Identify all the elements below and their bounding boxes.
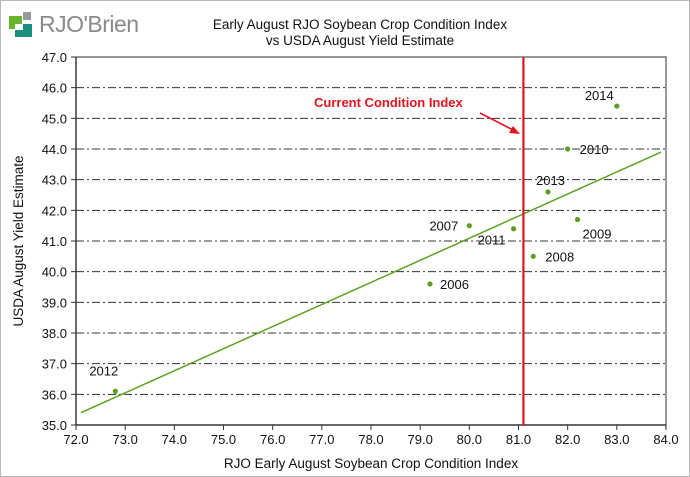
y-tick-label: 37.0 — [42, 357, 67, 372]
data-point — [427, 281, 433, 287]
chart-title: Early August RJO Soybean Crop Condition … — [180, 17, 540, 49]
y-tick-label: 40.0 — [42, 265, 67, 280]
x-tick-label: 75.0 — [211, 432, 236, 447]
data-label: 2011 — [478, 233, 506, 248]
y-tick-label: 39.0 — [42, 295, 67, 310]
y-tick-label: 47.0 — [42, 50, 67, 65]
data-label: 2007 — [429, 219, 458, 234]
chart-title-line1: Early August RJO Soybean Crop Condition … — [212, 17, 508, 32]
chart-subtitle: vs USDA August Yield Estimate — [265, 33, 455, 48]
data-point — [510, 226, 517, 232]
data-label: 2006 — [440, 277, 469, 292]
x-tick-label: 78.0 — [358, 432, 383, 447]
logo-mark-icon — [9, 11, 35, 38]
data-point — [530, 253, 536, 259]
data-label: 2010 — [580, 142, 609, 157]
logo: RJO'Brien — [9, 11, 139, 38]
x-tick-label: 77.0 — [309, 432, 334, 447]
data-point — [565, 146, 571, 152]
y-tick-label: 41.0 — [42, 234, 67, 249]
x-tick-label: 80.0 — [457, 432, 482, 447]
y-tick-label: 42.0 — [42, 203, 67, 218]
data-point — [112, 388, 118, 394]
y-tick-label: 35.0 — [42, 418, 67, 433]
data-label: 2008 — [545, 249, 574, 264]
y-tick-label: 46.0 — [42, 81, 67, 96]
x-tick-label: 76.0 — [260, 432, 285, 447]
x-tick-label: 81.0 — [506, 432, 531, 447]
y-tick-label: 36.0 — [42, 387, 67, 402]
data-label: 2014 — [585, 88, 614, 103]
arrow-head-icon — [509, 126, 520, 134]
trend-line — [80, 151, 662, 414]
y-tick-label: 44.0 — [42, 142, 67, 157]
x-tick-label: 72.0 — [63, 432, 88, 447]
y-tick-label: 43.0 — [42, 173, 67, 188]
x-tick-label: 83.0 — [604, 432, 629, 447]
data-point — [545, 189, 551, 195]
x-tick-label: 74.0 — [162, 432, 187, 447]
y-axis-title: USDA August Yield Estimate — [11, 155, 26, 326]
data-point — [466, 223, 472, 229]
x-axis-title: RJO Early August Soybean Crop Condition … — [224, 456, 518, 471]
y-tick-label: 45.0 — [42, 111, 67, 126]
x-tick-label: 79.0 — [408, 432, 433, 447]
x-tick-label: 82.0 — [555, 432, 580, 447]
annotation-arrow — [479, 112, 516, 132]
data-label: 2013 — [536, 173, 565, 188]
data-label: 2012 — [89, 363, 118, 378]
x-tick-label: 73.0 — [113, 432, 138, 447]
logo-text: RJO'Brien — [39, 11, 139, 37]
data-point — [574, 216, 581, 223]
y-tick-label: 38.0 — [42, 326, 67, 341]
x-tick-label: 84.0 — [653, 432, 678, 447]
current-condition-label: Current Condition Index — [314, 95, 464, 110]
data-point — [614, 103, 620, 109]
data-label: 2009 — [583, 227, 612, 242]
